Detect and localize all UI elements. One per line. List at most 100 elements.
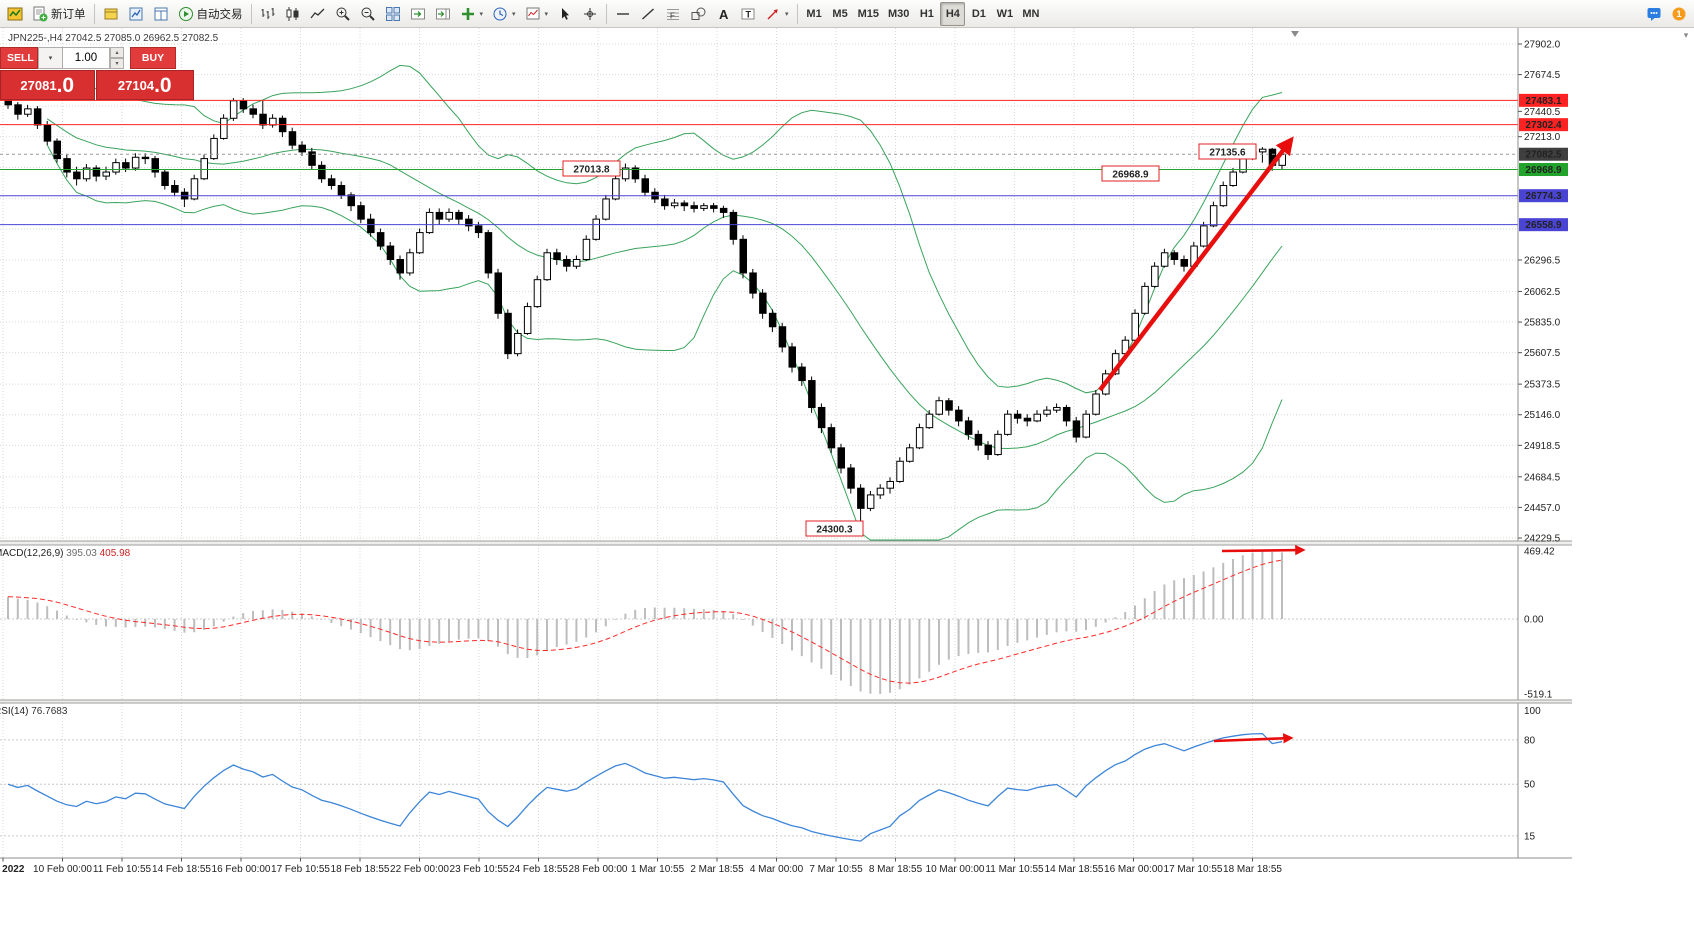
svg-text:4 Mar 00:00: 4 Mar 00:00 xyxy=(750,864,804,875)
text-label-icon[interactable]: T xyxy=(736,2,760,26)
chart-line-icon[interactable] xyxy=(306,2,330,26)
price-annotation[interactable]: 27135.6 xyxy=(1198,143,1257,160)
svg-text:25373.5: 25373.5 xyxy=(1524,380,1561,391)
zoom-in-icon[interactable] xyxy=(331,2,355,26)
volume-increase-button[interactable]: ▴ xyxy=(110,47,124,58)
svg-text:17 Feb 10:55: 17 Feb 10:55 xyxy=(271,864,330,875)
templates-icon[interactable]: ▾ xyxy=(521,2,553,26)
timeframe-m1-button[interactable]: M1 xyxy=(802,2,827,26)
resistance-price-label: 27483.1 xyxy=(1519,93,1568,107)
svg-text:1 Mar 10:55: 1 Mar 10:55 xyxy=(631,864,685,875)
main-toolbar: 新订单 自动交易 ▾ ▾ ▾ F A T ▾ M1 M5 M15 M30 H1 H4 D1 W1 MN 1 xyxy=(0,0,1694,28)
svg-text:80: 80 xyxy=(1524,735,1536,746)
volume-dropdown-button[interactable]: ▾ xyxy=(38,47,63,69)
macd-indicator-label: MACD(12,26,9) 395.03 405.98 xyxy=(0,548,130,559)
horizontal-line-icon[interactable] xyxy=(611,2,635,26)
svg-text:18 Mar 18:55: 18 Mar 18:55 xyxy=(1223,864,1282,875)
timeframe-h4-button[interactable]: H4 xyxy=(940,1,966,26)
charts-profile-icon[interactable] xyxy=(99,2,123,26)
notification-icon[interactable]: 1 xyxy=(1667,2,1691,26)
volume-input[interactable] xyxy=(63,47,110,69)
data-window-icon[interactable] xyxy=(149,2,173,26)
svg-text:0.00: 0.00 xyxy=(1524,615,1544,626)
price-level-lines xyxy=(0,99,1518,226)
text-icon[interactable]: A xyxy=(711,2,735,26)
one-click-price-row: 27081.0 27104.0 xyxy=(0,70,194,100)
support-price-label: 26558.9 xyxy=(1519,218,1568,232)
svg-text:26774.3: 26774.3 xyxy=(1525,191,1562,202)
trendline-icon[interactable] xyxy=(636,2,660,26)
svg-text:15: 15 xyxy=(1524,831,1536,842)
toolbar-button-label: 新订单 xyxy=(51,8,86,21)
arrows-icon[interactable]: ▾ xyxy=(761,2,793,26)
panel-collapse-icon[interactable]: ▾ xyxy=(1683,30,1689,40)
rsi-axis[interactable]: 100 80 50 15 xyxy=(1524,706,1541,842)
grid-horizontal-lines xyxy=(0,43,1518,539)
svg-text:A: A xyxy=(719,7,729,22)
volume-decrease-button[interactable]: ▾ xyxy=(110,58,124,69)
price-annotation[interactable]: 26968.9 xyxy=(1101,165,1160,182)
timeframe-h1-button[interactable]: H1 xyxy=(914,2,939,26)
shapes-icon[interactable] xyxy=(686,2,710,26)
macd-axis[interactable]: 469.42 0.00 -519.1 xyxy=(1524,547,1555,701)
app-icon[interactable] xyxy=(3,2,27,26)
periods-icon[interactable]: ▾ xyxy=(488,2,520,26)
buy-price-main: 27104 xyxy=(117,77,155,93)
macd-signal-line xyxy=(7,559,1283,684)
auto-scroll-icon[interactable] xyxy=(406,2,430,26)
buy-button[interactable]: BUY xyxy=(130,47,176,69)
autotrading-button[interactable]: 自动交易 xyxy=(174,2,247,26)
market-watch-icon[interactable] xyxy=(124,2,148,26)
toolbar-separator xyxy=(93,3,95,24)
svg-text:14 Mar 18:55: 14 Mar 18:55 xyxy=(1045,864,1104,875)
resistance-price-label: 27302.4 xyxy=(1519,118,1568,132)
macd-histogram xyxy=(7,551,1283,694)
timeframe-m30-button[interactable]: M30 xyxy=(884,2,913,26)
chart-candlesticks-icon[interactable] xyxy=(281,2,305,26)
bid-price-label: 26968.9 xyxy=(1519,163,1568,177)
svg-text:50: 50 xyxy=(1524,780,1536,791)
svg-text:25146.0: 25146.0 xyxy=(1524,410,1561,421)
svg-text:16 Mar 00:00: 16 Mar 00:00 xyxy=(1104,864,1163,875)
buy-price[interactable]: 27104.0 xyxy=(95,70,194,100)
new-order-button[interactable]: 新订单 xyxy=(28,2,90,26)
tile-windows-icon[interactable] xyxy=(381,2,405,26)
cursor-icon[interactable] xyxy=(553,2,577,26)
chevron-down-icon: ▾ xyxy=(479,10,484,18)
price-axis[interactable]: 27902.0 27674.5 27440.5 27213.0 26296.5 26062… xyxy=(1518,40,1561,545)
chevron-down-icon: ▾ xyxy=(48,55,53,62)
fibonacci-icon[interactable]: F xyxy=(661,2,685,26)
chart-bars-icon[interactable] xyxy=(256,2,280,26)
svg-text:27013.8: 27013.8 xyxy=(573,165,610,176)
community-icon[interactable] xyxy=(1642,2,1666,26)
trend-arrows[interactable] xyxy=(1098,136,1306,744)
price-annotation[interactable]: 27013.8 xyxy=(562,160,621,177)
timeframe-w1-button[interactable]: W1 xyxy=(992,2,1017,26)
rsi-line xyxy=(7,732,1283,842)
timeframe-d1-button[interactable]: D1 xyxy=(966,2,991,26)
timeframe-m5-button[interactable]: M5 xyxy=(828,2,853,26)
timeframe-m15-button[interactable]: M15 xyxy=(854,2,883,26)
svg-text:25607.5: 25607.5 xyxy=(1524,348,1561,359)
sell-price[interactable]: 27081.0 xyxy=(0,70,95,100)
sell-button[interactable]: SELL xyxy=(0,47,38,69)
timeframe-mn-button[interactable]: MN xyxy=(1018,2,1043,26)
zoom-out-icon[interactable] xyxy=(356,2,380,26)
price-annotation[interactable]: 24300.3 xyxy=(805,520,864,537)
pane-borders xyxy=(0,28,1572,859)
indicators-icon[interactable]: ▾ xyxy=(456,2,488,26)
svg-text:27135.6: 27135.6 xyxy=(1209,148,1246,159)
rsi-value: 76.7683 xyxy=(31,706,68,717)
crosshair-icon[interactable] xyxy=(578,2,602,26)
svg-text:8 Mar 18:55: 8 Mar 18:55 xyxy=(869,864,923,875)
svg-text:14 Feb 18:55: 14 Feb 18:55 xyxy=(152,864,211,875)
chart-shift-icon[interactable] xyxy=(431,2,455,26)
svg-text:Feb 2022: Feb 2022 xyxy=(0,864,25,875)
svg-text:24 Feb 18:55: 24 Feb 18:55 xyxy=(509,864,568,875)
chart-shift-marker-icon xyxy=(1291,31,1299,37)
toolbar-separator xyxy=(606,3,608,24)
svg-text:27902.0: 27902.0 xyxy=(1524,40,1561,51)
